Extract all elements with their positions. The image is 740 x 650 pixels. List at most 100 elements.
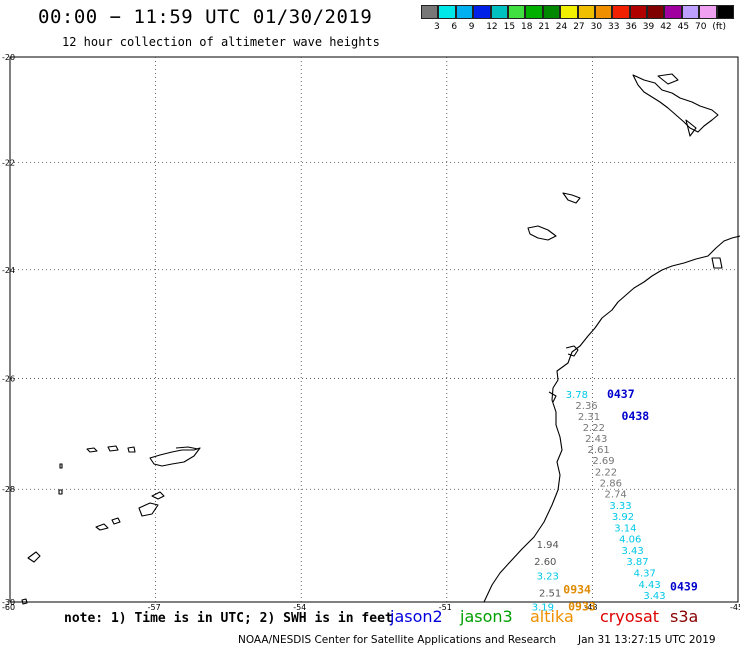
coast-inlet	[565, 345, 579, 357]
west-island	[95, 523, 109, 531]
legend-label: 33	[608, 22, 620, 32]
west-island	[21, 598, 28, 605]
legend-swatch	[629, 5, 648, 19]
satellite-name: jason3	[460, 607, 513, 626]
mid-island	[562, 192, 581, 204]
credit-text: NOAA/NESDIS Center for Satellite Applica…	[238, 634, 556, 646]
coastline	[21, 73, 740, 605]
north-island	[657, 73, 679, 85]
legend-label: 12	[486, 22, 498, 32]
footer-note: note: 1) Time is in UTC; 2) SWH is in fe…	[64, 611, 393, 626]
map-subtitle: 12 hour collection of altimeter wave hei…	[62, 35, 380, 49]
legend-swatch	[594, 5, 613, 19]
west-island	[127, 446, 136, 453]
wave-height-label: 3.33	[609, 501, 631, 512]
legend-swatch	[612, 5, 630, 19]
lon-label: -45	[730, 603, 740, 612]
wave-height-label: 3.92	[612, 512, 634, 523]
legend-label: 36	[625, 22, 637, 32]
wave-height-label: 2.22	[583, 423, 605, 434]
lon-label: -48	[584, 603, 597, 612]
legend-swatch	[647, 5, 665, 19]
lon-label: -54	[293, 603, 306, 612]
legend-label: 15	[503, 22, 516, 32]
legend-label: 21	[538, 22, 550, 32]
legend-swatch	[664, 5, 682, 19]
legend-label: 42	[660, 22, 672, 32]
pass-time-label: 0933	[568, 600, 596, 614]
north-islands	[632, 74, 719, 133]
west-island	[138, 502, 159, 517]
mid-island	[527, 225, 557, 241]
wave-height-label: 2.61	[588, 445, 610, 456]
wave-height-label: 2.31	[578, 412, 600, 423]
legend-swatch	[455, 5, 474, 19]
lat-label: -30	[2, 598, 15, 607]
wave-height-label: 1.94	[537, 540, 559, 551]
wave-height-label: 4.43	[639, 580, 661, 591]
legend-swatch	[716, 5, 735, 19]
pass-time-label: 0437	[607, 387, 635, 401]
west-island	[59, 463, 63, 469]
legend-label: 6	[451, 22, 458, 32]
legend-swatch	[577, 5, 595, 19]
west-island	[111, 517, 121, 525]
wave-height-label: 2.69	[592, 456, 614, 467]
generation-timestamp: Jan 31 13:27:15 UTC 2019	[578, 634, 716, 646]
legend-swatch	[473, 5, 491, 19]
wave-height-label: 2.36	[575, 401, 597, 412]
lat-lon-grid: -20 -22 -24 -26 -28 -30-60 -57 -54 -51 -48 -45	[2, 53, 740, 612]
lat-label: -20	[2, 53, 15, 62]
lon-label: -60	[2, 603, 15, 612]
pass-time-label: 0438	[622, 409, 650, 423]
wave-height-label: 2.60	[534, 557, 556, 568]
lat-label: -28	[2, 485, 15, 494]
color-legend	[421, 5, 735, 19]
pass-time-labels: 0437 0438 0439 0934 0933	[563, 387, 698, 614]
wave-height-label: 4.37	[634, 568, 656, 579]
legend-label: 9	[468, 22, 475, 32]
wave-height-label: 3.23	[537, 571, 559, 582]
wave-height-label: 3.43	[622, 546, 644, 557]
map-title: 00:00 − 11:59 UTC 01/30/2019	[38, 6, 373, 28]
pass-time-label: 0439	[670, 580, 698, 594]
north-island	[685, 119, 697, 137]
wave-height-label: 2.74	[605, 490, 627, 501]
wave-height-label: 3.14	[614, 523, 636, 534]
west-island	[107, 445, 119, 452]
legend-label: 45	[677, 22, 690, 32]
legend-label: (ft)	[712, 22, 726, 32]
satellite-name: altika	[530, 607, 574, 626]
legend-swatch	[542, 5, 561, 19]
lon-label: -57	[148, 603, 161, 612]
observation-labels: 3.782.362.312.222.432.612.692.222.862.74…	[532, 390, 666, 614]
legend-swatch	[699, 5, 717, 19]
legend-swatch	[560, 5, 578, 19]
legend-label: 27	[573, 22, 585, 32]
wave-height-label: 3.87	[626, 557, 648, 568]
wave-height-label: 2.51	[539, 588, 561, 599]
legend-swatch	[490, 5, 508, 19]
legend-swatch	[438, 5, 456, 19]
legend-label: 39	[642, 22, 655, 32]
coast-inlet	[548, 391, 557, 403]
satellite-name: jason2	[390, 607, 443, 626]
legend-swatch	[525, 5, 543, 19]
legend-swatch	[681, 5, 700, 19]
lat-label: -24	[2, 266, 15, 275]
west-island	[175, 446, 199, 450]
wave-height-label: 3.78	[566, 390, 588, 401]
legend-label: 24	[555, 22, 568, 32]
west-island	[149, 447, 201, 467]
legend-label: 30	[590, 22, 603, 32]
legend-label: 70	[695, 22, 707, 32]
wave-height-label: 3.19	[532, 603, 554, 614]
lat-label: -22	[2, 159, 15, 168]
legend-label: 3	[434, 22, 440, 32]
wave-height-label: 2.86	[600, 478, 622, 489]
map-frame	[9, 56, 739, 603]
wave-height-label: 2.22	[595, 467, 617, 478]
west-island	[151, 491, 165, 500]
mainland-coastline	[483, 235, 740, 603]
